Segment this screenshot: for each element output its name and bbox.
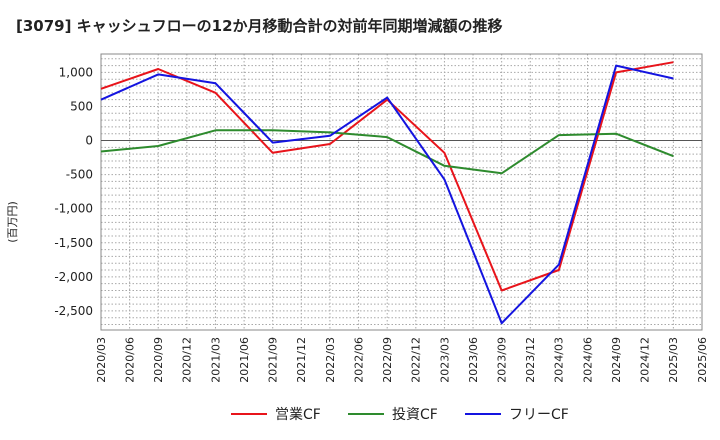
- x-tick-label: 2023/09: [496, 337, 509, 383]
- legend-label: 営業CF: [275, 407, 321, 423]
- x-tick-label: 2022/06: [352, 337, 365, 383]
- x-tick-label: 2020/12: [181, 337, 194, 383]
- y-ticks: 1,000 500 0 -500 -1,000 -1,500 -2,000 -2,500: [54, 65, 93, 318]
- x-tick-label: 2021/03: [209, 337, 222, 383]
- x-tick-label: 2025/03: [667, 337, 680, 383]
- y-tick-label: 500: [70, 99, 93, 113]
- x-tick-label: 2020/03: [95, 337, 108, 383]
- legend: 営業CF 投資CF フリーCF: [231, 407, 569, 423]
- x-tick-label: 2024/12: [639, 337, 652, 383]
- y-tick-label: -1,000: [54, 202, 93, 216]
- plot-frame: [100, 53, 703, 331]
- x-tick-label: 2020/06: [123, 337, 136, 383]
- grid: [100, 54, 703, 330]
- x-tick-label: 2021/12: [295, 337, 308, 383]
- y-tick-label: 0: [85, 134, 93, 148]
- x-tick-label: 2024/09: [610, 337, 623, 383]
- y-tick-label: 1,000: [59, 65, 93, 79]
- legend-label: フリーCF: [509, 407, 569, 423]
- y-tick-label: -2,000: [54, 270, 93, 284]
- x-tick-label: 2022/09: [381, 337, 394, 383]
- series-line-2: [100, 64, 674, 325]
- y-tick-label: -500: [66, 168, 93, 182]
- series-line-1: [100, 129, 674, 175]
- x-tick-label: 2022/03: [324, 337, 337, 383]
- x-tick-label: 2022/12: [410, 337, 423, 383]
- x-tick-label: 2020/09: [152, 337, 165, 383]
- y-tick-label: -2,500: [54, 304, 93, 318]
- legend-label: 投資CF: [392, 407, 438, 423]
- x-tick-label: 2021/06: [238, 337, 251, 383]
- x-tick-label: 2023/12: [524, 337, 537, 383]
- x-tick-label: 2024/03: [553, 337, 566, 383]
- x-tick-label: 2023/06: [467, 337, 480, 383]
- x-tick-label: 2021/09: [267, 337, 280, 383]
- x-tick-label: 2025/06: [696, 337, 709, 383]
- x-tick-label: 2023/03: [438, 337, 451, 383]
- x-tick-label: 2024/06: [581, 337, 594, 383]
- y-axis-label: (百万円): [6, 201, 19, 243]
- series-line-0: [100, 61, 674, 292]
- y-tick-label: -1,500: [54, 236, 93, 250]
- x-ticks: 2020/03 2020/06 2020/09 2020/12 2021/03 2021/…: [95, 337, 709, 383]
- chart-title: [3079] キャッシュフローの12か月移動合計の対前年同期増減額の推移: [16, 17, 503, 35]
- series-group: [100, 61, 674, 325]
